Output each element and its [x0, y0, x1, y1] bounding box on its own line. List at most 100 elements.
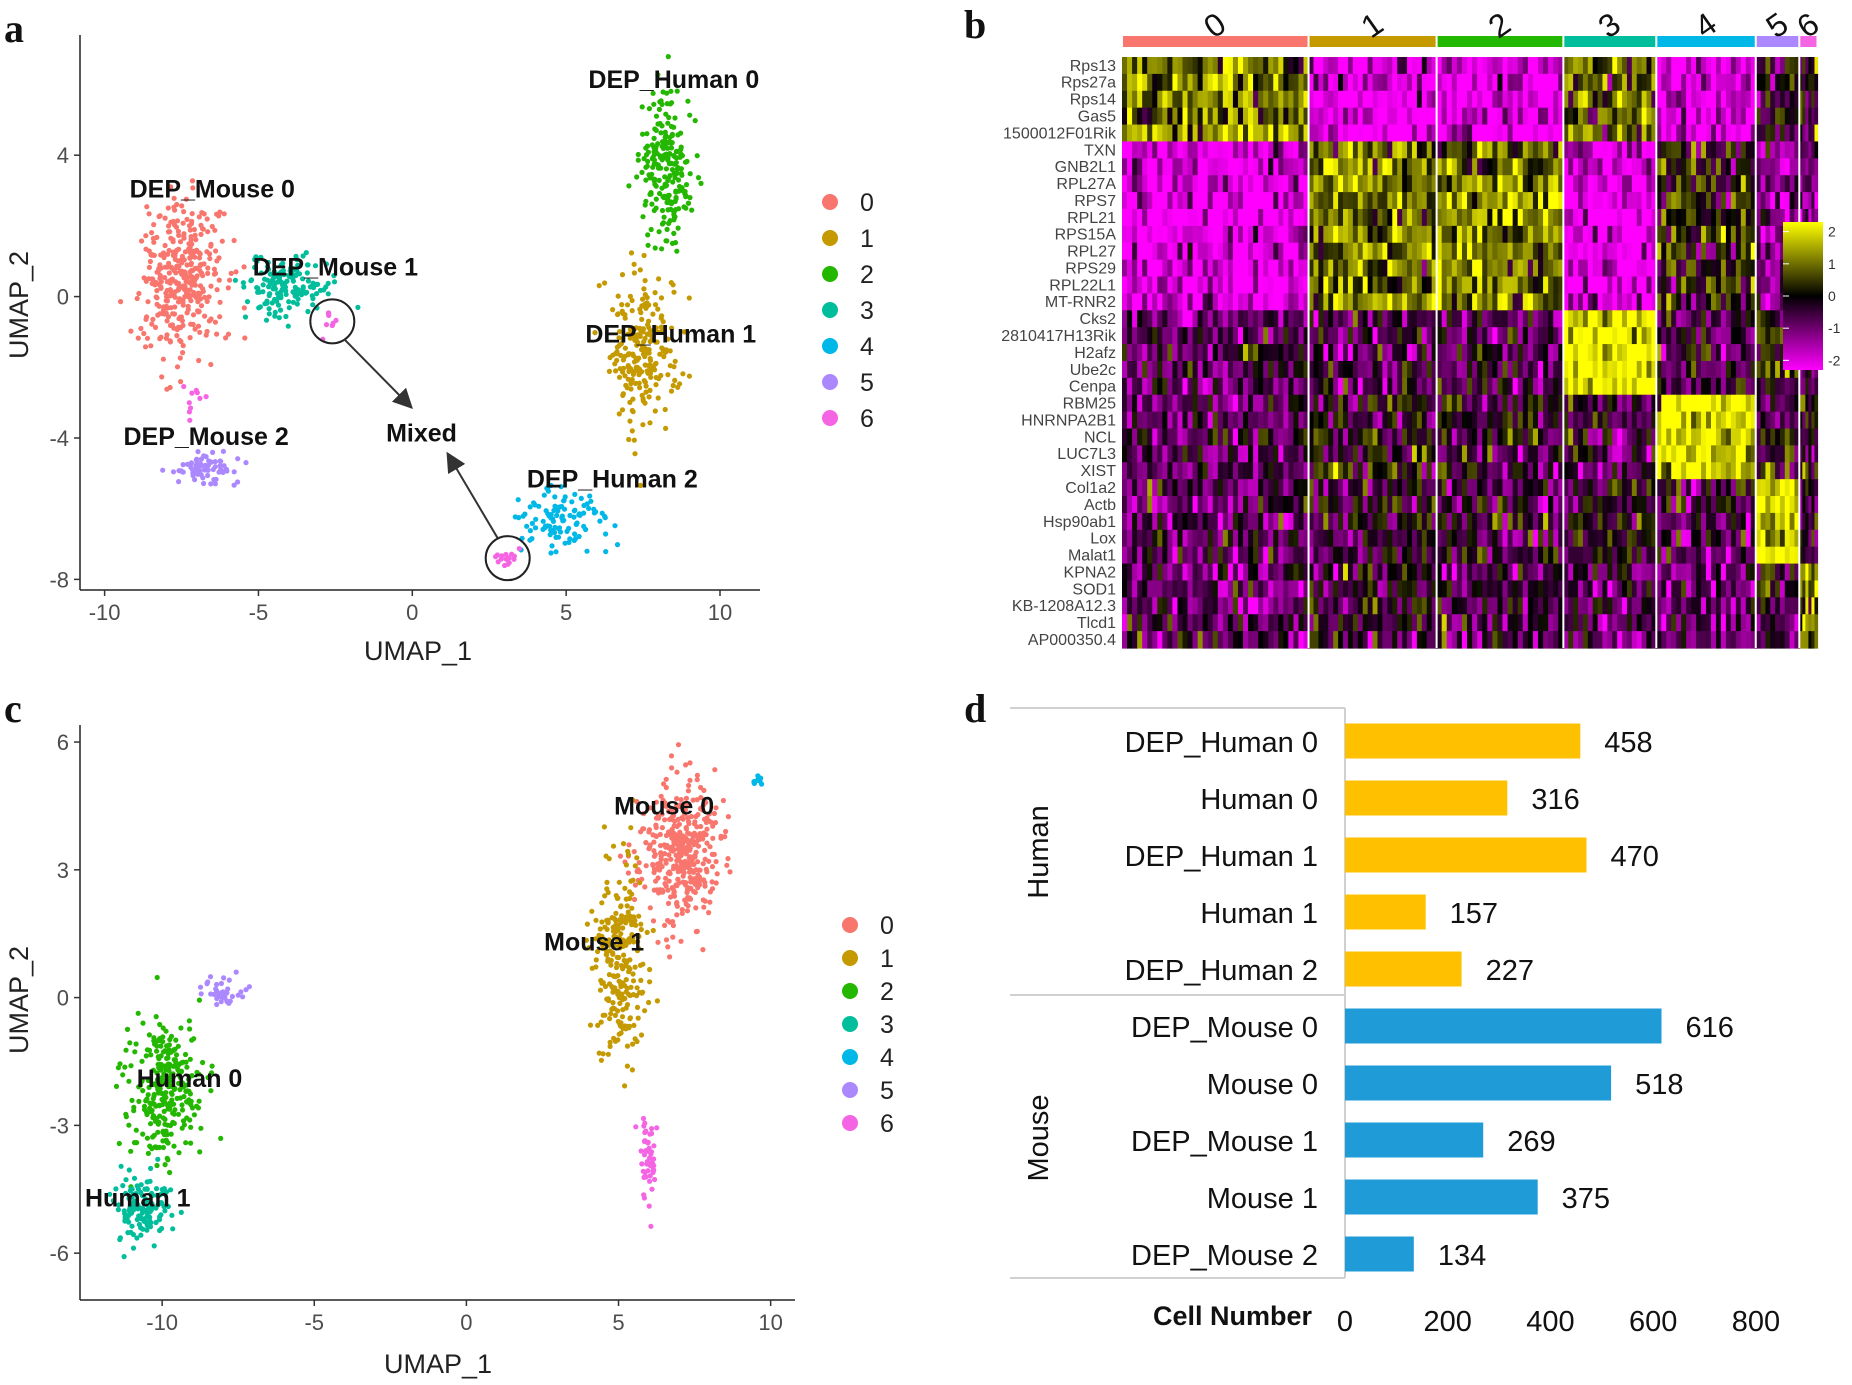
heatmap-cell [1651, 479, 1657, 497]
heatmap-cell [1283, 479, 1289, 497]
heatmap-cell [1568, 512, 1574, 531]
cell-point [189, 218, 195, 224]
heatmap-cell [1182, 411, 1189, 430]
heatmap-cell [1328, 428, 1334, 446]
heatmap-cell [1497, 445, 1504, 463]
heatmap-cell [1612, 73, 1618, 92]
heatmap-cell [1651, 529, 1657, 548]
heatmap-cell [1382, 597, 1388, 615]
heatmap-cell [1167, 411, 1174, 430]
heatmap-cell [1343, 310, 1349, 328]
cell-point [206, 318, 212, 324]
heatmap-cell [1397, 462, 1403, 480]
heatmap-cell [1367, 208, 1374, 227]
heatmap-cell [1607, 344, 1613, 362]
heatmap-cell [1612, 57, 1618, 75]
heatmap-cell [1487, 445, 1493, 463]
cell-point [637, 385, 643, 391]
cell-point [597, 518, 603, 524]
heatmap-cell [1222, 276, 1229, 294]
heatmap-cell [1177, 445, 1184, 463]
heatmap-cell [1563, 529, 1569, 548]
heatmap-cell [1402, 360, 1408, 379]
heatmap-cell [1377, 462, 1384, 480]
heatmap-cell [1328, 631, 1334, 649]
heatmap-cell [1308, 529, 1315, 548]
heatmap-cell [1392, 124, 1398, 143]
heatmap-cell [1253, 124, 1259, 143]
heatmap-cell [1308, 360, 1315, 379]
heatmap-cell [1411, 327, 1418, 345]
heatmap-cell [1461, 496, 1468, 514]
heatmap-cell [1543, 597, 1549, 615]
heatmap-cell [1563, 90, 1569, 109]
heatmap-cell [1507, 124, 1514, 143]
cell-point [160, 467, 166, 473]
heatmap-cell [1612, 614, 1618, 632]
heatmap-cell [1507, 445, 1514, 463]
heatmap-cell [1407, 124, 1413, 143]
heatmap-cell [1333, 73, 1339, 92]
heatmap-cell [1538, 377, 1544, 396]
heatmap-cell [1237, 597, 1244, 615]
cell-point [242, 335, 248, 341]
heatmap-cell [1343, 512, 1349, 531]
heatmap-cell [1431, 57, 1438, 75]
heatmap-cell [1253, 529, 1259, 548]
cell-point [212, 464, 218, 470]
heatmap-cell [1172, 192, 1179, 210]
heatmap-cell [1548, 141, 1554, 159]
heatmap-cell [1227, 563, 1234, 582]
heatmap-cell [1258, 192, 1264, 210]
heatmap-cell [1487, 462, 1493, 480]
heatmap-cell [1487, 580, 1493, 598]
cell-point [196, 255, 203, 261]
heatmap-cell [1641, 546, 1648, 565]
heatmap-cell [1162, 327, 1168, 345]
heatmap-cell [1617, 259, 1623, 278]
heatmap-cell [1522, 73, 1529, 92]
heatmap-cell [1283, 496, 1289, 514]
heatmap-cell [1532, 158, 1539, 176]
heatmap-cell [1416, 158, 1423, 176]
cell-point [668, 145, 675, 151]
cell-point [653, 205, 659, 211]
heatmap-cell [1142, 293, 1148, 311]
heatmap-cell [1263, 225, 1269, 244]
heatmap-cell [1192, 107, 1199, 126]
heatmap-cell [1283, 394, 1289, 413]
heatmap-cell [1293, 563, 1300, 582]
heatmap-cell [1507, 597, 1514, 615]
heatmap-cell [1387, 73, 1393, 92]
heatmap-cell [1222, 242, 1229, 261]
heatmap-cell [1426, 107, 1433, 126]
heatmap-cell [1532, 512, 1539, 531]
heatmap-cell [1382, 377, 1388, 396]
legend-label: 2 [860, 261, 874, 289]
heatmap-cell [1357, 208, 1364, 227]
heatmap-cell [1162, 124, 1168, 143]
heatmap-cell [1517, 175, 1524, 193]
cell-point [166, 223, 172, 229]
heatmap-cell [1426, 344, 1433, 362]
cell-point [160, 250, 167, 256]
heatmap-cell [1587, 580, 1594, 598]
heatmap-cell [1563, 462, 1569, 480]
cell-point [637, 482, 644, 488]
heatmap-cell [1607, 445, 1613, 463]
heatmap-cell [1288, 107, 1295, 126]
heatmap-cell [1487, 496, 1493, 514]
heatmap-cell [1232, 259, 1239, 278]
heatmap-cell [1397, 141, 1403, 159]
heatmap-cell [1323, 90, 1329, 109]
heatmap-cell [1651, 90, 1657, 109]
heatmap-cell [1347, 158, 1354, 176]
heatmap-cell [1622, 192, 1628, 210]
heatmap-cell [1352, 192, 1359, 210]
cell-point [144, 204, 150, 210]
cell-point [196, 463, 202, 469]
heatmap-cell [1187, 394, 1194, 413]
heatmap-cell [1182, 546, 1189, 565]
cell-point [652, 245, 658, 251]
cell-point [280, 260, 286, 266]
